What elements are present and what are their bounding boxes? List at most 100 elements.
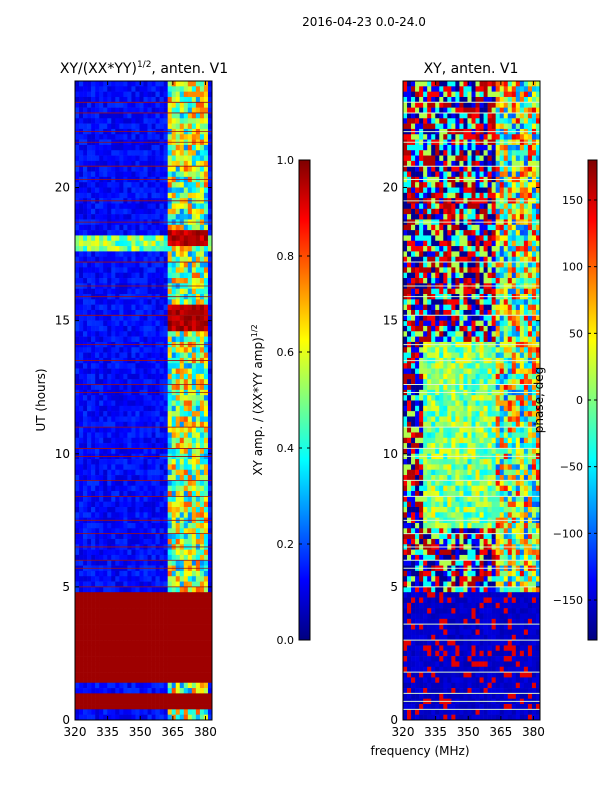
left-heatmap-cell [107,613,112,620]
left-heatmap-cell [83,405,88,412]
right-heatmap-cell [467,123,472,130]
left-heatmap-cell [171,586,177,593]
left-heatmap-cell [203,704,209,710]
left-heatmap-cell [147,272,152,279]
left-heatmap-cell [167,224,173,231]
right-heatmap-cell [483,107,488,114]
left-heatmap-cell [87,320,92,327]
left-heatmap-cell [179,698,185,705]
left-heatmap-cell [79,192,84,199]
left-heatmap-cell [79,320,84,327]
left-heatmap-cell [111,507,116,513]
left-heatmap-cell [135,608,140,614]
left-heatmap-cell [147,682,152,689]
left-heatmap-cell [187,485,193,492]
left-heatmap-cell [175,475,181,481]
left-heatmap-cell [119,363,124,369]
left-heatmap-cell [167,309,173,316]
left-heatmap-cell [151,91,156,98]
left-heatmap-cell [115,688,120,694]
right-heatmap-cell [443,150,448,156]
right-heatmap-cell [499,96,505,103]
left-heatmap-cell [103,240,108,247]
left-heatmap-cell [179,405,185,412]
left-heatmap-cell [151,251,156,258]
left-heatmap-cell [139,363,144,369]
left-heatmap-cell [187,448,193,455]
left-heatmap-cell [87,475,92,481]
left-heatmap-cell [155,235,160,242]
left-heatmap-cell [111,496,116,502]
left-heatmap-cell [163,347,168,353]
left-heatmap-cell [83,528,88,534]
right-heatmap-cell [447,144,452,151]
left-heatmap-cell [91,570,96,577]
left-heatmap-cell [131,464,136,471]
left-heatmap-cell [143,400,148,407]
left-heatmap-cell [107,272,112,279]
left-heatmap-cell [203,416,209,423]
left-heatmap-cell [163,650,168,657]
left-heatmap-cell [111,581,116,588]
left-heatmap-cell [103,91,108,98]
left-heatmap-cell [115,309,120,316]
left-heatmap-cell [83,256,88,263]
left-heatmap-cell [195,166,201,172]
left-heatmap-cell [123,246,128,252]
left-heatmap-cell [83,309,88,316]
left-heatmap-cell [183,150,189,156]
left-heatmap-cell [163,656,168,662]
colorbar-tick-label: 0.0 [277,634,295,647]
left-heatmap-cell [83,496,88,502]
right-heatmap-cell [427,171,432,178]
right-heatmap-row [403,155,540,162]
left-heatmap-cell [147,347,152,353]
left-heatmap-cell [151,240,156,247]
right-heatmap-cell [419,182,424,188]
left-heatmap-cell [163,411,168,417]
right-heatmap-cell [411,155,416,162]
left-heatmap-cell [183,538,189,545]
right-heatmap-cell [443,123,448,130]
left-heatmap-cell [131,704,136,710]
left-heatmap-cell [135,437,140,444]
right-heatmap-cell [503,123,509,130]
right-heatmap-cell [499,166,505,172]
left-heatmap-cell [91,709,96,715]
left-heatmap-cell [139,491,144,497]
left-heatmap-cell [175,629,181,636]
left-heatmap-cell [75,459,80,465]
left-heatmap-cell [143,634,148,641]
left-heatmap-cell [111,91,116,98]
left-heatmap-cell [87,379,92,385]
left-heatmap-cell [155,150,160,156]
left-heatmap-cell [79,421,84,428]
right-heatmap-cell [447,81,452,87]
left-heatmap-cell [151,586,156,593]
left-heatmap-cell [191,144,197,151]
left-heatmap-cell [79,709,84,715]
left-heatmap-cell [103,331,108,337]
left-heatmap-cell [191,288,197,295]
left-heatmap-cell [143,661,148,668]
right-heatmap-cell [451,107,456,114]
left-heatmap-cell [111,512,116,518]
left-heatmap-cell [75,416,80,423]
left-heatmap-cell [159,448,164,455]
left-heatmap-cell [131,597,136,604]
left-heatmap-cell [79,443,84,449]
left-heatmap-cell [195,581,201,588]
left-heatmap-cell [87,416,92,423]
left-heatmap-row [75,315,212,321]
left-heatmap-cell [195,485,201,492]
left-heatmap-cell [139,704,144,710]
left-heatmap-cell [147,166,152,172]
left-heatmap-cell [199,102,205,108]
left-heatmap-cell [123,528,128,534]
left-heatmap-cell [95,251,100,258]
left-heatmap-cell [171,661,177,668]
left-heatmap-cell [195,698,201,705]
right-heatmap-cell [471,155,476,162]
left-heatmap-cell [99,315,104,321]
left-heatmap-cell [107,102,112,108]
